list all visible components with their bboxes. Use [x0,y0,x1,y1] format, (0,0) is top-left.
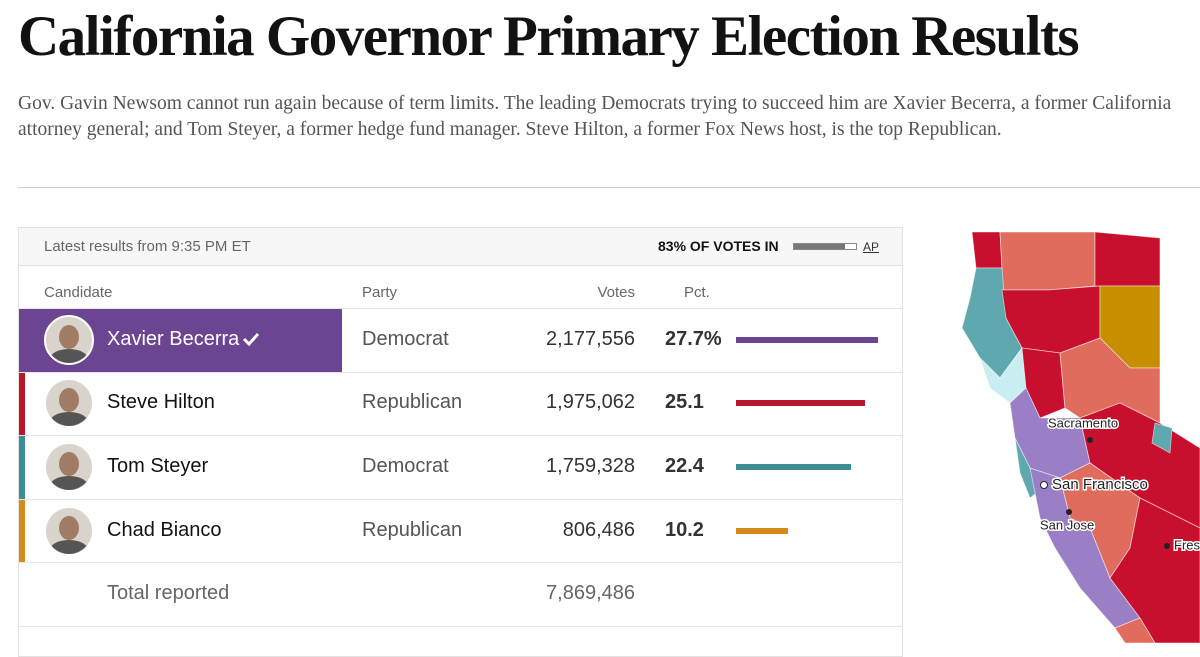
column-header: Pct. [684,284,710,301]
page: {"header": {"title": "California Governo… [18,5,1200,657]
total-votes: 7,869,486 [546,582,635,605]
county [1151,422,1173,454]
divider [18,187,1200,188]
county [999,231,1096,291]
pct: 25.1 [665,391,704,414]
candidate-photo [44,442,94,492]
party: Republican [362,518,463,541]
reporting-label: 83% OF VOTES IN [658,238,779,254]
party-stripe [19,436,25,499]
city-dot [1040,481,1048,489]
pct-bar [736,400,865,407]
votes: 2,177,556 [546,327,635,350]
city-label: San Francisco [1052,476,1148,493]
party-stripe [19,499,25,563]
county [1021,347,1066,419]
pct-bar [736,527,789,534]
row-divider [19,308,902,309]
county [1114,617,1156,643]
city-dot [1164,543,1170,549]
title: California Governor Primary Election Res… [18,5,1080,68]
votes: 806,486 [562,518,635,541]
candidate-name: Chad Bianco [107,518,222,541]
check-icon [242,332,260,346]
city-label: Sacramento [1048,415,1118,430]
county [1094,231,1161,287]
candidate-name: Tom Steyer [107,455,209,477]
row-divider [19,498,902,500]
candidate-photo [44,314,94,365]
row-divider [19,562,902,564]
votes: 1,975,062 [546,391,635,414]
row-divider [19,626,902,627]
county [971,231,1003,269]
candidate-photo [44,378,94,429]
pct-bar [736,336,879,343]
candidate-photo [44,505,94,556]
reporting-fill [794,244,846,249]
city-label: Fresno [1174,537,1200,552]
row-divider [19,371,902,373]
pct: 27.7% [665,327,722,350]
column-header: Party [362,284,398,301]
updated-time: Latest results from 9:35 PM ET [44,238,251,255]
party-stripe [19,372,25,436]
description: Gov. Gavin Newsom cannot run again becau… [18,93,1172,140]
party: Democrat [362,327,449,350]
county-map: Sacramento San Francisco San Jose Fresno [961,231,1200,643]
candidate-name: Steve Hilton [107,391,215,414]
results-header [19,228,902,266]
row-divider [19,435,902,437]
winner-check [242,330,262,350]
source-link[interactable]: AP [863,240,880,254]
column-header: Candidate [44,284,113,301]
party: Democrat [362,455,449,477]
pct-bar [736,464,851,470]
city-dot [1087,437,1093,443]
column-header: Votes [597,284,635,301]
pct: 22.4 [665,455,704,477]
party: Republican [362,391,463,414]
candidate-name: Xavier Becerra [107,327,240,350]
city-label: San Jose [1040,517,1094,532]
votes: 1,759,328 [546,455,635,477]
city-dot [1066,509,1072,515]
pct: 10.2 [665,518,704,541]
total-label: Total reported [107,582,230,605]
